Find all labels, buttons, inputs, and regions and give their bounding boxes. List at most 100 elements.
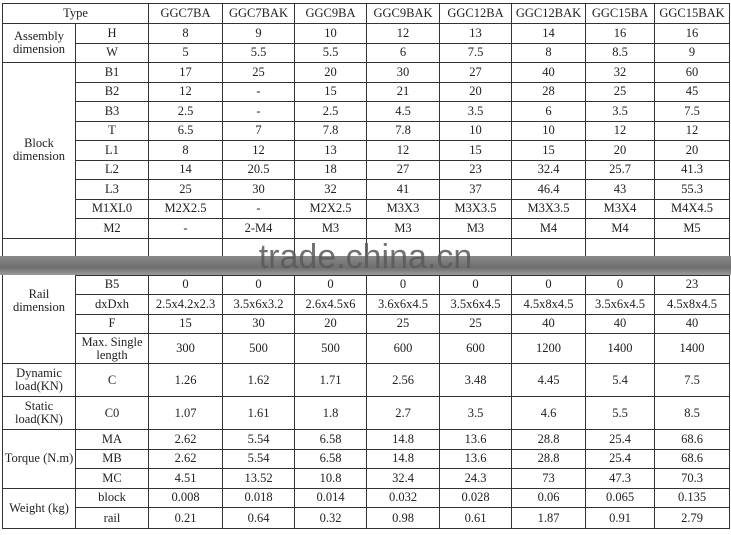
value-cell: 14 [511,23,586,44]
value-cell: 13 [439,23,512,44]
value-cell: 24.3 [439,468,512,489]
specification-table: Type GGC7BA GGC7BAK GGC9BA GGC9BAK GGC12BA GGC… [2,3,730,529]
value-cell: 4.45 [511,363,586,397]
header-row: Type GGC7BA GGC7BAK GGC9BA GGC9BAK GGC12BA GGC… [2,3,730,24]
value-cell: 7.5 [654,101,730,122]
value-cell: 37 [439,179,512,200]
table-row: M2-2-M4 M3 M3 M3 M4 M4 M5 [3,218,730,239]
value-cell: 1.26 [148,363,223,397]
value-cell: 8.5 [654,396,730,430]
value-cell: 20 [654,140,730,161]
value-cell: 23 [439,159,512,180]
value-cell: 10 [511,120,586,141]
value-cell: M2X2.5 [148,198,223,219]
value-cell: 5.4 [585,363,655,397]
value-cell: 0 [148,274,223,295]
table-row: T 6.5 7 7.8 7.8 10 10 12 12 [3,120,730,141]
value-cell: M3X4 [585,198,655,219]
model-header: GGC15BA [585,3,655,24]
value-cell: 7 [222,120,295,141]
value-cell: 14.8 [366,429,440,450]
value-cell: 8.5 [585,42,655,63]
value-cell: M3X3 [366,198,440,219]
value-cell: 20 [294,62,367,83]
param-label: L1 [75,140,149,161]
value-cell: 3.5 [439,396,512,430]
value-cell: 25 [222,62,295,83]
value-cell: 15 [148,313,223,334]
model-header: GGC15BAK [654,3,730,24]
value-cell: 6.58 [294,448,367,469]
value-cell: 25 [366,313,440,334]
value-cell: 30 [366,62,440,83]
value-cell: 68.6 [654,448,730,469]
value-cell: 27 [439,62,512,83]
value-cell: 0.065 [585,487,655,508]
value-cell: 12 [366,23,440,44]
param-label: L2 [75,159,149,180]
value-cell: - [222,198,295,219]
table-row: dxDxh 2.5x4.2x2.3 3.5x6x3.2 2.6x4.5x6 3.6x6x… [3,294,730,315]
value-cell: 8 [148,140,223,161]
value-cell: 4.5x8x4.5 [511,294,586,315]
value-cell: 3.5 [439,101,512,122]
value-cell: 2.62 [148,448,223,469]
value-cell: 12 [222,140,295,161]
param-label: dxDxh [75,294,149,315]
value-cell: 14.8 [366,448,440,469]
value-cell: 600 [439,333,512,364]
value-cell: M3 [366,218,440,239]
value-cell: 2-M4 [222,218,295,239]
value-cell: 0 [511,274,586,295]
group-label: Static load(KN) [2,396,76,430]
param-label: L3 [75,179,149,200]
value-cell: 32 [585,62,655,83]
table-row: L3 25 30 32 41 37 46.4 43 55.3 [3,179,730,200]
value-cell: 10 [294,23,367,44]
value-cell: 25 [148,179,223,200]
value-cell: 4.51 [148,468,223,489]
value-cell: 10 [439,120,512,141]
value-cell: 73 [511,468,586,489]
value-cell: 5.5 [222,42,295,63]
value-cell: 41 [366,179,440,200]
param-label: rail [75,507,149,529]
value-cell: 7.5 [439,42,512,63]
value-cell: 17 [148,62,223,83]
group-label: Torque (N.m) [2,429,76,489]
value-cell: 1.07 [148,396,223,430]
group-label: Dynamic load(KN) [2,363,76,397]
value-cell: - [222,81,295,102]
value-cell: 1.71 [294,363,367,397]
value-cell: 25 [585,81,655,102]
empty-cell [439,238,512,275]
table-row: Torque (N.m) MA 2.62 5.54 6.58 14.8 13.6 28.8 25… [2,429,730,489]
param-label: Max. Single length [75,333,149,364]
value-cell: 6.5 [148,120,223,141]
value-cell: 12 [585,120,655,141]
value-cell: 12 [366,140,440,161]
model-header: GGC7BAK [222,3,295,24]
param-label: MA [75,429,149,450]
param-label: MC [75,468,149,489]
value-cell: 43 [585,179,655,200]
param-label: B3 [75,101,149,122]
value-cell: 0.014 [294,487,367,508]
value-cell: 0.98 [366,507,440,529]
value-cell: M3 [439,218,512,239]
value-cell: 6.58 [294,429,367,450]
value-cell: 12 [654,120,730,141]
value-cell: 14 [148,159,223,180]
param-label: M1XL0 [75,198,149,219]
value-cell: 2.5x4.2x2.3 [148,294,223,315]
value-cell: 15 [511,140,586,161]
empty-cell [366,238,440,275]
value-cell: 0.64 [222,507,295,529]
value-cell: 7.5 [654,363,730,397]
value-cell: 3.5x6x3.2 [222,294,295,315]
value-cell: 300 [148,333,223,364]
value-cell: 5.5 [294,42,367,63]
value-cell: 1.8 [294,396,367,430]
value-cell: 13 [294,140,367,161]
param-label: block [75,487,149,508]
